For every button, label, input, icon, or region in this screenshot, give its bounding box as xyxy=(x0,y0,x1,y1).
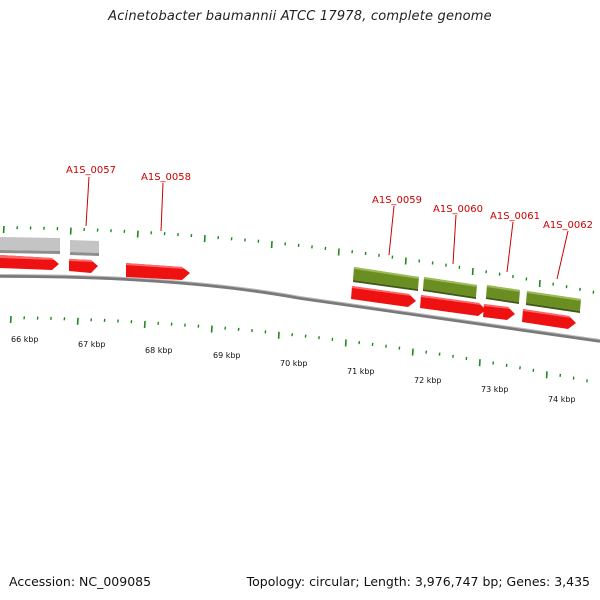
gene-label-a1s-0058: A1S_0058 xyxy=(141,172,191,183)
kbp-label-68: 68 kbp xyxy=(145,346,173,355)
gene-grey-1[interactable] xyxy=(0,237,60,254)
leader-line-a1s-0062 xyxy=(556,230,569,280)
cds-red-5[interactable] xyxy=(420,295,486,316)
kbp-label-73: 73 kbp xyxy=(481,385,509,394)
cds-red-1[interactable] xyxy=(0,255,59,270)
gene-label-a1s-0060: A1S_0060 xyxy=(433,204,483,215)
gene-green-1[interactable] xyxy=(353,267,419,291)
kbp-label-74: 74 kbp xyxy=(548,395,576,404)
accession-label: Accession: NC_009085 xyxy=(9,574,152,589)
cds-red-3[interactable] xyxy=(126,263,190,280)
leader-line-a1s-0059 xyxy=(388,205,395,256)
gene-green-4[interactable] xyxy=(526,291,581,313)
cds-red-4[interactable] xyxy=(351,286,416,307)
cds-red-2[interactable] xyxy=(69,259,98,273)
gene-green-2[interactable] xyxy=(423,277,477,299)
gene-label-a1s-0057: A1S_0057 xyxy=(66,165,116,176)
gene-label-a1s-0059: A1S_0059 xyxy=(372,195,422,206)
lower-tick-row xyxy=(9,316,588,383)
kbp-label-71: 71 kbp xyxy=(347,367,375,376)
kbp-label-70: 70 kbp xyxy=(280,359,308,368)
cds-red-6[interactable] xyxy=(483,304,515,320)
gene-grey-2[interactable] xyxy=(70,240,99,256)
genome-backbone-highlight xyxy=(0,274,600,340)
gene-green-3[interactable] xyxy=(486,285,520,304)
kbp-label-69: 69 kbp xyxy=(213,351,241,360)
genome-title: Acinetobacter baumannii ATCC 17978, comp… xyxy=(108,9,492,24)
upper-tick-row xyxy=(2,225,595,294)
leader-line-a1s-0060 xyxy=(452,214,457,265)
cds-red-7[interactable] xyxy=(522,309,576,329)
kbp-label-66: 66 kbp xyxy=(11,335,39,344)
genome-stats-label: Topology: circular; Length: 3,976,747 bp… xyxy=(246,574,590,589)
kbp-label-72: 72 kbp xyxy=(414,376,442,385)
gene-label-a1s-0062: A1S_0062 xyxy=(543,220,593,231)
leader-line-a1s-0057 xyxy=(85,176,90,227)
genome-backbone xyxy=(0,274,600,343)
kbp-label-67: 67 kbp xyxy=(78,340,106,349)
leader-line-a1s-0058 xyxy=(160,182,164,232)
leader-line-a1s-0061 xyxy=(506,221,514,273)
gene-label-a1s-0061: A1S_0061 xyxy=(490,211,540,222)
